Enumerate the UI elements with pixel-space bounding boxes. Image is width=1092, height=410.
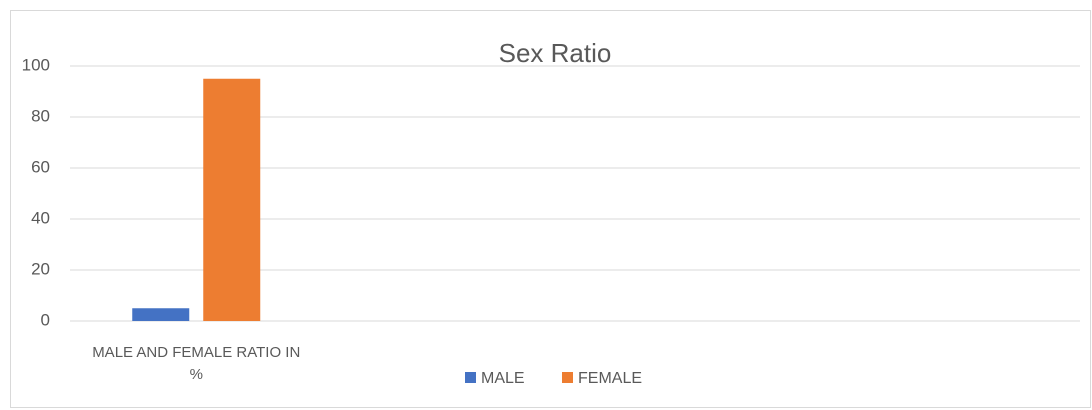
legend-label: FEMALE — [578, 370, 642, 387]
x-tick-label: MALE AND FEMALE RATIO IN % — [92, 344, 301, 383]
chart-border — [10, 10, 1091, 408]
y-tick-label: 80 — [31, 106, 50, 125]
y-tick-label: 0 — [41, 310, 50, 329]
legend-swatch — [465, 372, 476, 383]
bar — [132, 308, 190, 321]
y-tick-label: 40 — [31, 208, 50, 227]
y-tick-label: 100 — [22, 55, 50, 74]
legend-label: MALE — [481, 370, 525, 387]
y-tick-label: 20 — [31, 259, 50, 278]
chart-title: Sex Ratio — [499, 38, 612, 68]
legend-swatch — [562, 372, 573, 383]
bar — [203, 78, 261, 321]
y-tick-label: 60 — [31, 157, 50, 176]
